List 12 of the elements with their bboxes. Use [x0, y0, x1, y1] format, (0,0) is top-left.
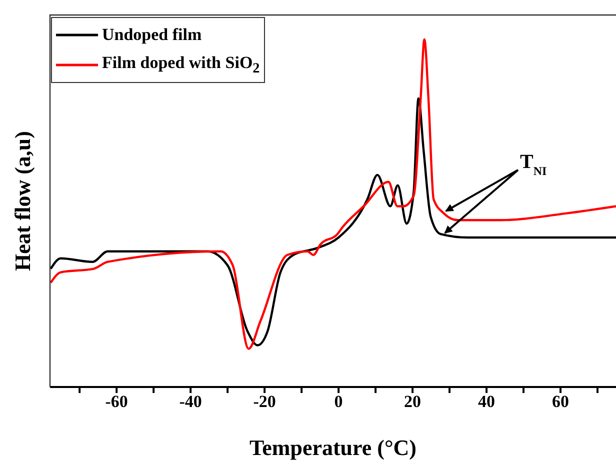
x-tick-label: 0: [334, 392, 343, 412]
x-tick-label: 60: [552, 392, 570, 412]
x-axis-title: Temperature (°C): [249, 435, 417, 460]
legend-label: Film doped with SiO$_{2}$: [102, 52, 260, 78]
x-tick-label: 20: [404, 392, 422, 412]
x-tick-label: 40: [478, 392, 496, 412]
y-axis-title: Heat flow (a,u): [10, 131, 35, 271]
legend-label: Undoped film: [102, 25, 202, 45]
annotation: T$_{NI}$: [520, 151, 548, 178]
x-tick-label: -60: [105, 392, 128, 412]
x-tick-label: -40: [179, 392, 202, 412]
x-tick-label: -20: [253, 392, 276, 412]
